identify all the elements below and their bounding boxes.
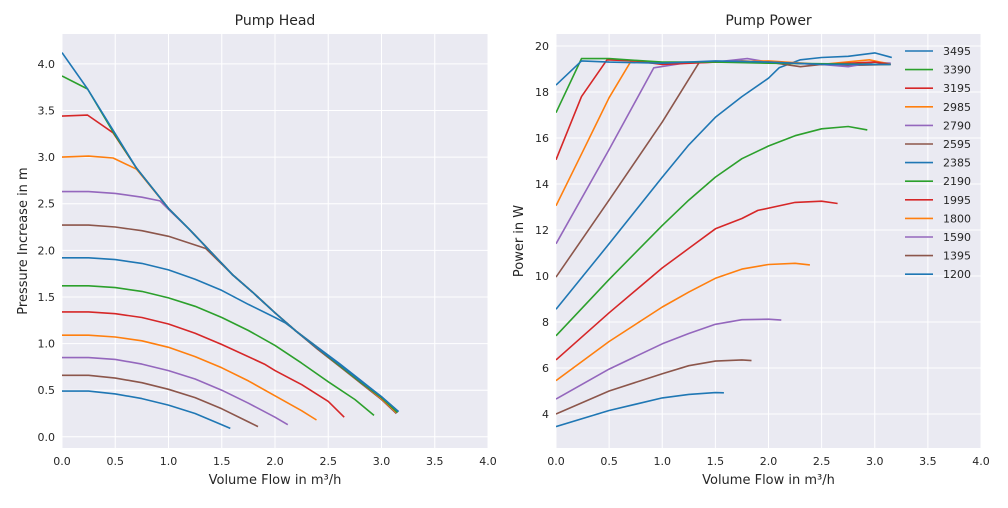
- series-line: [62, 374, 259, 428]
- legend-item-3390: 3390: [905, 64, 971, 77]
- x-tick-label: 2.0: [266, 455, 284, 468]
- y-tick-label: 4.0: [38, 58, 56, 71]
- x-tick-label: 3.0: [866, 455, 884, 468]
- x-tick-label: 4.0: [972, 455, 990, 468]
- legend-label: 1800: [943, 212, 971, 225]
- legend-label: 1200: [943, 268, 971, 281]
- y-tick-label: 3.0: [38, 151, 56, 164]
- series-line: [62, 334, 317, 421]
- series-group: [556, 52, 893, 428]
- x-tick-label: 1.5: [213, 455, 231, 468]
- series-line-1200: [556, 391, 724, 428]
- y-tick-label: 1.0: [38, 338, 56, 351]
- series-line-1590: [556, 318, 782, 400]
- legend-label: 2790: [943, 119, 971, 132]
- legend-item-2595: 2595: [905, 138, 971, 151]
- series-line: [62, 356, 289, 426]
- legend: 3495 3390 3195 2985 2790 2595 2385 2190 1995 1800…: [905, 45, 971, 281]
- x-tick-label: 2.5: [320, 455, 338, 468]
- y-tick-label: 1.5: [38, 291, 56, 304]
- series-line-1995: [556, 200, 838, 361]
- x-tick-label: 0.0: [53, 455, 71, 468]
- legend-item-2790: 2790: [905, 119, 971, 132]
- x-tick-label: 0.5: [107, 455, 125, 468]
- x-tick-label: 3.5: [426, 455, 444, 468]
- y-tick-label: 20: [535, 40, 549, 53]
- series-line-3390: [556, 57, 891, 114]
- legend-label: 1995: [943, 194, 971, 207]
- y-tick-label: 0.0: [38, 431, 56, 444]
- y-tick-label: 8: [542, 316, 549, 329]
- x-axis-label: Volume Flow in m³/h: [209, 473, 342, 488]
- series-line-1395: [556, 359, 752, 415]
- x-tick-label: 2.5: [813, 455, 831, 468]
- x-tick-label: 3.0: [373, 455, 391, 468]
- series-line-3495: [556, 60, 891, 86]
- legend-item-1395: 1395: [905, 250, 971, 263]
- chart-title: Pump Head: [235, 13, 316, 29]
- y-tick-label: 2.0: [38, 244, 56, 257]
- x-axis-label: Volume Flow in m³/h: [702, 473, 835, 488]
- x-tick-label: 4.0: [479, 455, 497, 468]
- series-line: [62, 311, 345, 418]
- y-tick-label: 12: [535, 224, 549, 237]
- y-axis-label: Pressure Increase in m: [16, 167, 31, 314]
- legend-label: 2190: [943, 175, 971, 188]
- legend-item-3195: 3195: [905, 82, 971, 95]
- y-tick-label: 4: [542, 408, 549, 421]
- y-tick-label: 18: [535, 86, 549, 99]
- legend-item-1590: 1590: [905, 231, 971, 244]
- series-line-2190: [556, 125, 868, 337]
- legend-label: 3390: [943, 64, 971, 77]
- y-tick-label: 10: [535, 270, 549, 283]
- x-tick-label: 0.0: [547, 455, 565, 468]
- series-line-1800: [556, 262, 810, 382]
- series-group: [62, 52, 400, 430]
- y-tick-label: 6: [542, 362, 549, 375]
- legend-item-2385: 2385: [905, 157, 971, 170]
- x-tick-label: 1.0: [160, 455, 178, 468]
- y-tick-label: 0.5: [38, 384, 56, 397]
- legend-item-3495: 3495: [905, 45, 971, 58]
- x-tick-label: 1.0: [654, 455, 672, 468]
- x-tick-label: 1.5: [707, 455, 725, 468]
- legend-label: 2595: [943, 138, 971, 151]
- legend-label: 1590: [943, 231, 971, 244]
- legend-label: 1395: [943, 250, 971, 263]
- x-tick-label: 0.5: [600, 455, 618, 468]
- chart-pump-power: 0.0 0.5 1.0 1.5 2.0 2.5 3.0 3.5 4.0 4 6 8 10 12 14 16 18…: [512, 13, 990, 488]
- legend-item-1995: 1995: [905, 194, 971, 207]
- chart-pump-head: 0.0 0.5 1.0 1.5 2.0 2.5 3.0 3.5 4.0 0.0 0.5 1.0 1.5 2…: [16, 13, 497, 488]
- legend-label: 2385: [943, 157, 971, 170]
- legend-item-2985: 2985: [905, 101, 971, 114]
- y-tick-label: 16: [535, 132, 549, 145]
- legend-label: 3495: [943, 45, 971, 58]
- legend-item-1200: 1200: [905, 268, 971, 281]
- y-axis-label: Power in W: [512, 205, 527, 277]
- x-tick-label: 3.5: [919, 455, 937, 468]
- series-line-2385: [556, 52, 893, 310]
- legend-item-1800: 1800: [905, 212, 971, 225]
- legend-item-2190: 2190: [905, 175, 971, 188]
- y-tick-label: 14: [535, 178, 549, 191]
- legend-label: 3195: [943, 82, 971, 95]
- chart-title: Pump Power: [725, 13, 812, 29]
- x-tick-label: 2.0: [760, 455, 778, 468]
- series-line: [62, 52, 400, 413]
- y-tick-label: 2.5: [38, 198, 56, 211]
- series-line: [62, 390, 231, 430]
- legend-label: 2985: [943, 101, 971, 114]
- series-line: [62, 285, 375, 417]
- y-tick-label: 3.5: [38, 104, 56, 117]
